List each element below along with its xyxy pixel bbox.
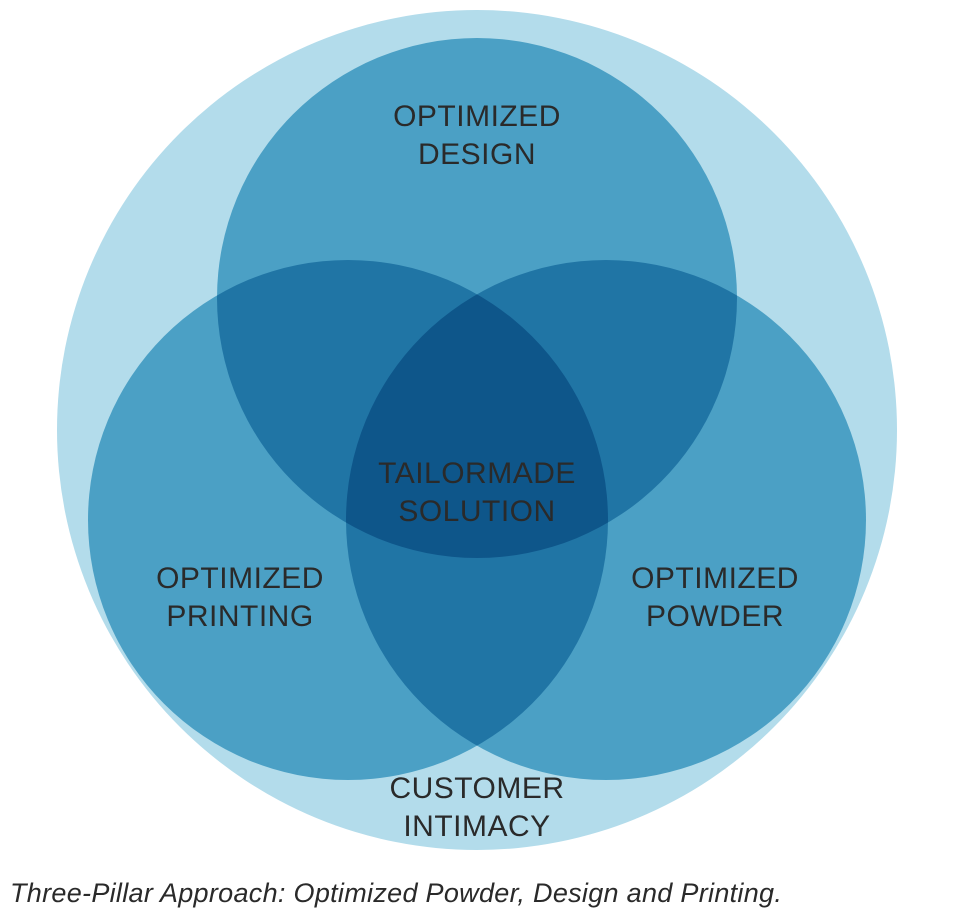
- venn-diagram: OPTIMIZED DESIGN TAILORMADE SOLUTION OPT…: [0, 0, 953, 860]
- label-top: OPTIMIZED DESIGN: [393, 98, 561, 173]
- label-center: TAILORMADE SOLUTION: [378, 455, 576, 530]
- label-left-line2: PRINTING: [166, 600, 313, 633]
- label-left: OPTIMIZED PRINTING: [156, 560, 324, 635]
- caption: Three-Pillar Approach: Optimized Powder,…: [10, 878, 782, 909]
- label-bottom-line2: INTIMACY: [403, 810, 550, 843]
- label-right-line1: OPTIMIZED: [631, 562, 799, 595]
- label-right-line2: POWDER: [646, 600, 784, 633]
- label-right: OPTIMIZED POWDER: [631, 560, 799, 635]
- label-bottom: CUSTOMER INTIMACY: [389, 770, 564, 845]
- label-top-line1: OPTIMIZED: [393, 100, 561, 133]
- label-center-line1: TAILORMADE: [378, 457, 576, 490]
- label-left-line1: OPTIMIZED: [156, 562, 324, 595]
- label-bottom-line1: CUSTOMER: [389, 772, 564, 805]
- label-center-line2: SOLUTION: [398, 495, 555, 528]
- label-top-line2: DESIGN: [418, 138, 536, 171]
